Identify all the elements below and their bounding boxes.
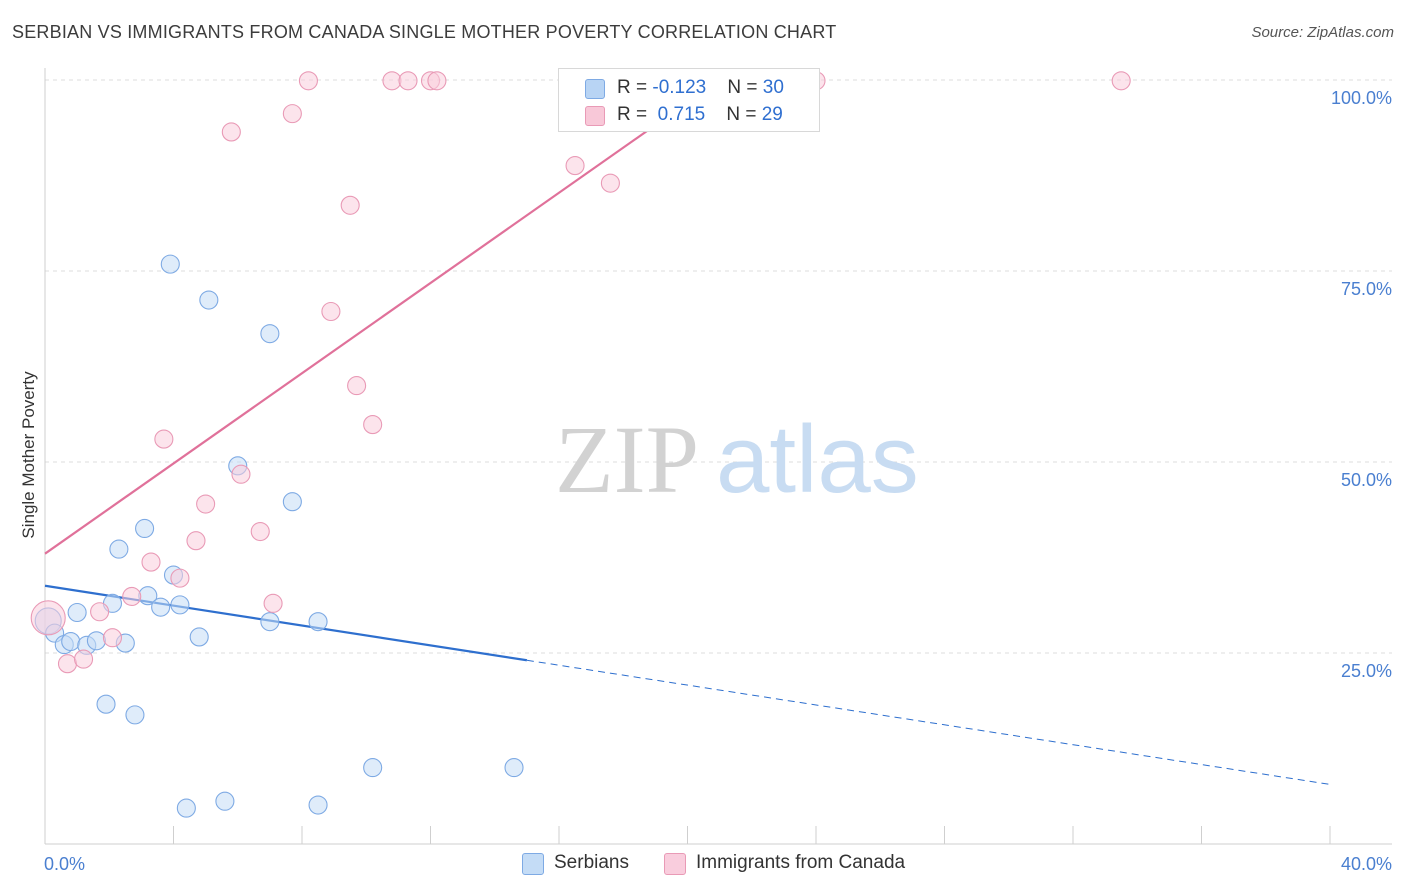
canada-point [170,568,190,588]
serbians-point [215,791,235,811]
watermark-atlas: atlas [716,406,919,513]
canada-point [221,122,241,142]
canada-point [231,464,251,484]
serbians-point [363,758,383,778]
serbians-point [504,758,524,778]
stats-legend: R = -0.123 N = 30 R = 0.715 N = 29 [558,68,820,132]
n-label: N = [727,77,763,98]
y-tick-label: 50.0% [1341,470,1392,490]
r-value: 0.715 [652,104,706,125]
canada-point [250,521,270,542]
serbians-point [260,324,280,344]
data-points [30,71,1131,818]
canada-point [141,552,161,572]
serbians-point [125,705,145,725]
y-tick-label: 25.0% [1341,661,1392,681]
serbians-point [199,290,219,310]
canada-point [90,602,110,622]
chart-source: Source: ZipAtlas.com [1251,24,1394,41]
axes [44,68,1392,845]
canada-point [263,593,283,613]
n-value: 29 [761,104,783,125]
legend-swatch-canada [664,853,686,875]
serbians-point [151,597,171,617]
serbians-point [176,798,196,818]
canada-swatch [585,106,605,126]
legend-label-canada: Immigrants from Canada [696,852,906,873]
canada-point [321,301,341,322]
watermark: ZIP atlas [555,406,919,513]
serbians-point [308,795,328,815]
n-value: 30 [762,77,784,98]
canada-point [347,376,367,396]
canada-point [196,494,216,514]
serbians-point [160,254,180,274]
legend-label-serbians: Serbians [554,852,629,873]
canada-point [57,654,78,674]
n-label: N = [726,104,762,125]
canada-point [600,173,620,193]
canada-point [186,531,206,551]
legend-swatch-serbians [522,853,544,875]
chart-title: SERBIAN VS IMMIGRANTS FROM CANADA SINGLE… [12,22,837,42]
canada-point [102,628,123,648]
y-tick-label: 75.0% [1341,279,1392,299]
y-tick-label: 100.0% [1331,88,1392,108]
canada-point [30,600,66,636]
serbians-point [282,492,302,512]
serbians-point [61,631,81,652]
canada-point [565,156,585,176]
serbians-point [96,694,116,714]
x-tick-label-min: 0.0% [44,854,85,874]
serbians-swatch [585,79,605,99]
canada-point [122,586,142,607]
canada-point [298,71,318,91]
canada-point [340,195,360,215]
canada-point [282,104,302,124]
serbians-point [67,602,87,623]
canada-point [398,71,418,91]
y-axis-label: Single Mother Poverty [19,371,38,539]
serbians-point [189,627,209,647]
serbians-point [109,539,129,559]
serbians-point [260,612,280,632]
tick-labels: 25.0% 50.0% 75.0% 100.0% 0.0% 40.0% [44,88,1392,874]
serbians-point [170,595,190,615]
r-value: -0.123 [652,77,707,98]
serbians-point [308,612,328,632]
r-label: R = [617,77,653,98]
canada-point [382,71,402,91]
canada-point [74,649,94,669]
canada-point [427,71,447,91]
r-label: R = [617,104,653,125]
canada-point [363,415,383,435]
x-tick-label-max: 40.0% [1341,854,1392,874]
trend-line [44,79,721,555]
canada-point [154,429,174,449]
watermark-zip: ZIP [555,406,699,513]
serbians-point [86,631,106,651]
grid-lines [45,79,1392,654]
canada-point [1111,71,1131,91]
trend-line-dashed [526,659,1331,785]
serbians-point [135,518,155,539]
